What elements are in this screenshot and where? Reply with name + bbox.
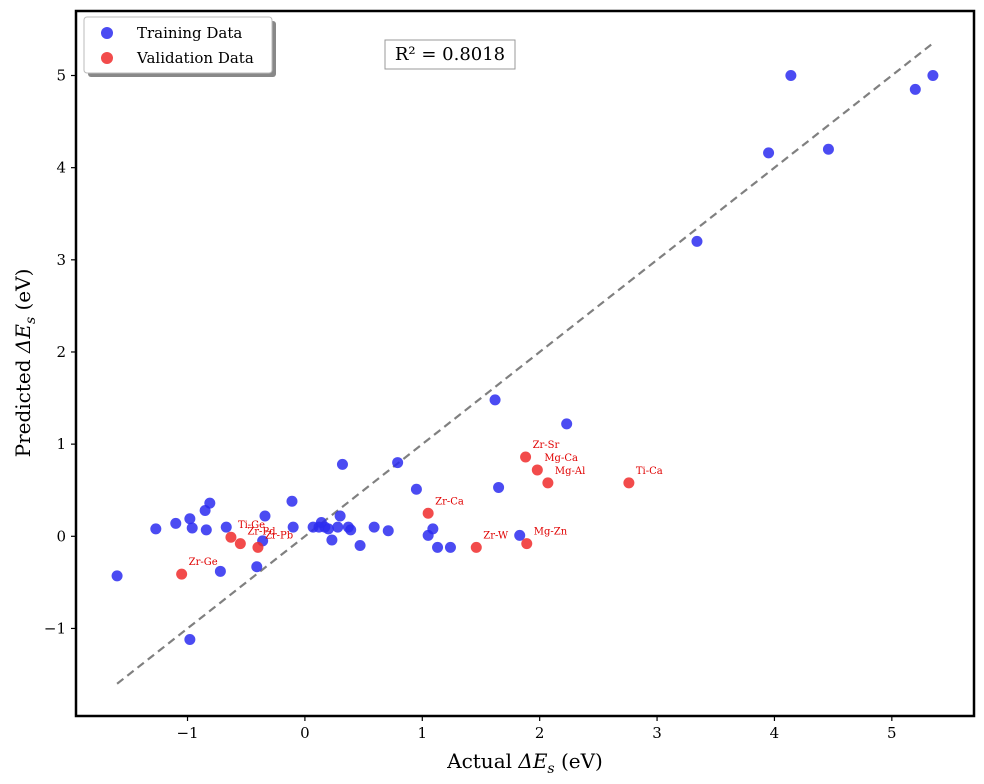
training-point (763, 147, 775, 159)
x-tick-label: 3 (652, 724, 662, 742)
validation-point (470, 541, 482, 553)
y-tick-label: 1 (56, 435, 66, 453)
validation-point (623, 477, 635, 489)
validation-point (234, 538, 246, 550)
validation-point-label: Mg-Zn (534, 527, 568, 538)
training-point (432, 541, 444, 553)
y-axis-label-suffix: (eV) (11, 269, 35, 317)
r2-box (384, 39, 516, 70)
validation-point-label: Mg-Al (555, 466, 585, 477)
training-point (286, 495, 298, 507)
x-tick-label: 4 (770, 724, 780, 742)
training-point (150, 523, 162, 535)
x-axis-label: Actual ΔEs (eV) (446, 749, 603, 777)
training-point (514, 529, 526, 541)
y-tick-label: −1 (44, 619, 66, 637)
training-point (170, 517, 182, 529)
validation-point-label: Ti-Ca (636, 466, 663, 477)
identity-line (116, 42, 934, 685)
training-point (259, 510, 271, 522)
training-point (909, 83, 921, 95)
validation-point-label: Zr-Ca (435, 496, 464, 507)
training-point (184, 634, 196, 646)
validation-point (531, 464, 543, 476)
training-point (111, 570, 123, 582)
x-axis-label-symbol: ΔE (517, 749, 547, 773)
training-point (214, 565, 226, 577)
training-point (322, 523, 334, 535)
training-point (200, 524, 212, 536)
training-point (184, 513, 196, 525)
validation-point (542, 477, 554, 489)
data-points (111, 70, 939, 646)
training-point (785, 70, 797, 82)
x-tick-label: 2 (535, 724, 545, 742)
training-point (287, 521, 299, 533)
x-axis-label-prefix: Actual (446, 749, 518, 773)
training-point (822, 143, 834, 155)
ticks: −1 0 1 2 3 4 5 −1 0 1 2 3 4 5 (44, 67, 897, 742)
validation-point-label: Zr-Sr (533, 440, 560, 451)
x-tick-label: 0 (300, 724, 310, 742)
y-tick-label: 4 (56, 159, 66, 177)
validation-point-label: Zr-Ge (189, 557, 218, 568)
y-axis-label-prefix: Predicted (11, 353, 35, 457)
r2-annotation: R² = 0.8018 (384, 39, 516, 70)
validation-point (252, 541, 264, 553)
legend-marker-training (101, 27, 113, 39)
training-point (427, 523, 439, 535)
training-point (444, 541, 456, 553)
y-axis-label-sub: s (23, 317, 39, 324)
x-tick-label: 1 (418, 724, 428, 742)
validation-point (176, 568, 188, 580)
legend-box (83, 16, 273, 74)
training-point (561, 418, 573, 430)
training-point (368, 521, 380, 533)
y-tick-label: 2 (56, 343, 66, 361)
validation-point (225, 531, 237, 543)
training-point (334, 510, 346, 522)
validation-point (520, 451, 532, 463)
training-point (354, 540, 366, 552)
y-tick-label: 5 (56, 67, 66, 85)
validation-point (422, 507, 434, 519)
validation-point (521, 538, 533, 550)
training-point (220, 521, 232, 533)
training-point (204, 497, 216, 509)
validation-point-label: Zr-Pd (247, 527, 276, 538)
training-point (927, 70, 939, 82)
training-point (493, 481, 505, 493)
y-tick-label: 3 (56, 251, 66, 269)
y-tick-label: 0 (56, 527, 66, 545)
training-point (336, 458, 348, 470)
r2-text: R² = 0.8018 (395, 44, 505, 65)
training-point (251, 561, 263, 573)
x-tick-label: 5 (887, 724, 897, 742)
x-tick-label: −1 (176, 724, 198, 742)
training-point (691, 235, 703, 247)
training-point (186, 522, 198, 534)
legend-label-training: Training Data (137, 24, 242, 42)
legend-marker-validation (101, 52, 113, 64)
x-axis-label-sub: s (547, 761, 554, 777)
training-point (326, 534, 338, 546)
x-axis-label-suffix: (eV) (555, 749, 603, 773)
training-point (382, 525, 394, 537)
validation-point-label: Zr-Pb (265, 530, 293, 541)
legend-label-validation: Validation Data (136, 49, 254, 67)
training-point (332, 521, 344, 533)
legend: Training Data Validation Data (83, 16, 276, 77)
training-point (489, 394, 501, 406)
training-point (410, 483, 422, 495)
training-point (345, 524, 357, 536)
validation-point-label: Zr-W (483, 530, 509, 541)
y-axis-label-symbol: ΔE (11, 324, 35, 354)
validation-point-label: Mg-Ca (544, 453, 578, 464)
y-axis-label: Predicted ΔEs (eV) (11, 269, 39, 458)
training-point (392, 457, 404, 469)
validation-point-label: Ti-Ge (238, 520, 265, 531)
